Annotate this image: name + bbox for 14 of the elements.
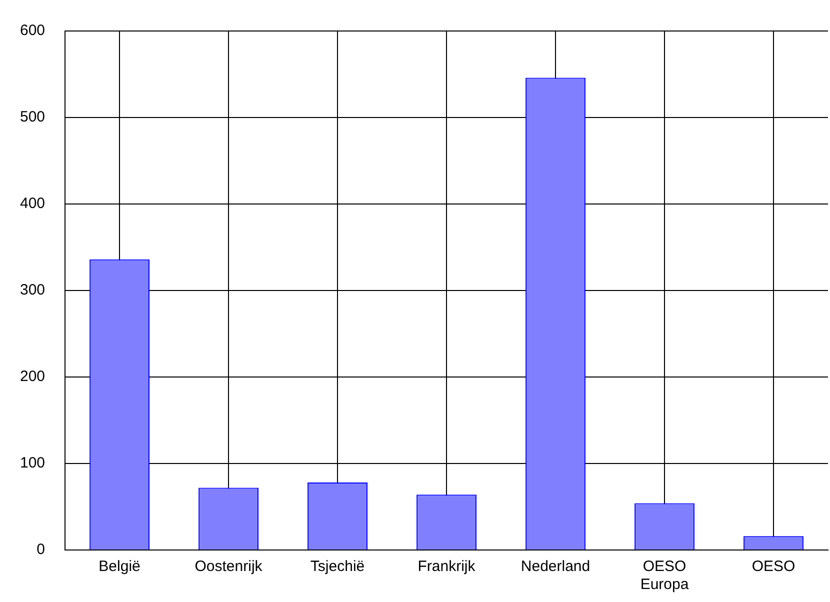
x-tick-label: Oostenrijk (194, 558, 263, 576)
x-tick-label: Tsjechië (310, 558, 365, 576)
x-tick-label: Nederland (520, 558, 590, 576)
x-tick-label: Frankrijk (418, 558, 476, 576)
y-tick-label: 100 (20, 454, 46, 472)
y-tick-label: 300 (20, 282, 46, 299)
x-tick-label: OESO Europa (640, 558, 690, 594)
y-tick-label: 0 (36, 541, 46, 558)
y-tick-label: 500 (20, 108, 46, 126)
x-tick-label: België (98, 558, 140, 576)
y-tick-label: 200 (20, 368, 46, 386)
y-tick-label: 400 (20, 195, 46, 212)
x-tick-label: OESO (752, 558, 796, 576)
y-tick-label: 600 (20, 22, 46, 40)
